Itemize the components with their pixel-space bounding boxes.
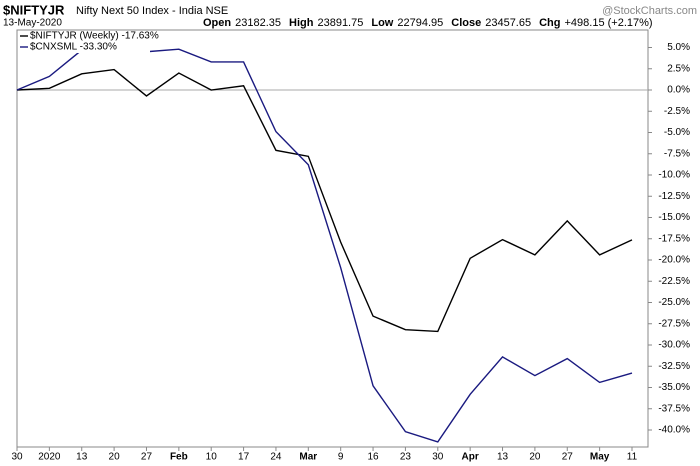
- y-tick-label: -37.5%: [658, 403, 690, 414]
- y-tick-label: -12.5%: [658, 191, 690, 202]
- y-tick-label: -22.5%: [658, 276, 690, 287]
- quote-value: 22794.95: [397, 17, 443, 29]
- legend-box: [18, 31, 150, 53]
- x-tick-label: 27: [562, 452, 574, 463]
- y-tick-label: -15.0%: [658, 212, 690, 223]
- quote: Open 23182.35 High 23891.75 Low 22794.95 Close…: [203, 17, 653, 29]
- legend-label: $CNXSML -33.30%: [30, 42, 117, 53]
- quote-value: 23182.35: [235, 17, 281, 29]
- y-tick-label: -5.0%: [664, 127, 690, 138]
- x-tick-label: 17: [238, 452, 250, 463]
- x-tick-label: 23: [400, 452, 412, 463]
- quote-value: +498.15 (+2.17%): [565, 17, 653, 29]
- x-tick-label: 20: [529, 452, 541, 463]
- y-tick-label: -35.0%: [658, 382, 690, 393]
- x-tick-label: 30: [11, 452, 23, 463]
- quote-value: 23891.75: [317, 17, 363, 29]
- quote-label: Low: [371, 17, 393, 29]
- x-tick-label: 27: [141, 452, 153, 463]
- plot-frame: [16, 29, 649, 448]
- quote-value: 23457.65: [485, 17, 531, 29]
- quote-label: Close: [451, 17, 481, 29]
- y-tick-label: -2.5%: [664, 106, 690, 117]
- y-tick-label: -40.0%: [658, 425, 690, 436]
- symbol: $NIFTYJR: [3, 2, 65, 17]
- y-tick-label: -7.5%: [664, 148, 690, 159]
- legend-label: $NIFTYJR (Weekly) -17.63%: [30, 31, 159, 42]
- y-tick-label: -27.5%: [658, 318, 690, 329]
- watermark: @StockCharts.com: [602, 5, 697, 17]
- x-tick-label: 24: [270, 452, 282, 463]
- y-tick-label: -32.5%: [658, 361, 690, 372]
- x-tick-label: 20: [109, 452, 121, 463]
- y-tick-label: -30.0%: [658, 340, 690, 351]
- quote-label: Chg: [539, 17, 560, 29]
- x-tick-label: 13: [76, 452, 88, 463]
- x-tick-label: 30: [432, 452, 444, 463]
- quote-label: Open: [203, 17, 231, 29]
- x-tick-label: 2020: [38, 452, 61, 463]
- x-tick-label: 13: [497, 452, 509, 463]
- y-tick-label: -20.0%: [658, 255, 690, 266]
- quote-label: High: [289, 17, 314, 29]
- y-tick-label: 0.0%: [667, 85, 690, 96]
- chart-title: Nifty Next 50 Index - India NSE: [76, 5, 228, 17]
- y-tick-label: 5.0%: [667, 42, 690, 53]
- y-tick-label: -25.0%: [658, 297, 690, 308]
- x-tick-label: 10: [206, 452, 218, 463]
- series-line: [16, 39, 633, 443]
- y-tick-label: 2.5%: [667, 63, 690, 74]
- x-tick-label: 11: [627, 452, 638, 463]
- x-tick-label: Mar: [299, 452, 317, 463]
- x-tick-label: 9: [338, 452, 344, 463]
- date: 13-May-2020: [3, 18, 62, 29]
- series-line: [16, 68, 633, 333]
- y-tick-label: -17.5%: [658, 233, 690, 244]
- x-tick-label: Feb: [170, 452, 188, 463]
- x-tick-label: Apr: [462, 452, 479, 463]
- y-tick-label: -10.0%: [658, 170, 690, 181]
- x-tick-label: 16: [367, 452, 379, 463]
- x-tick-label: May: [590, 452, 610, 463]
